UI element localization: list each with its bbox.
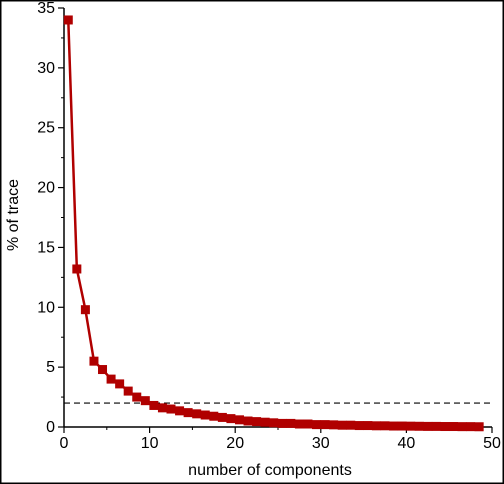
data-point-marker	[431, 421, 441, 431]
y-tick-label: 15	[37, 239, 55, 256]
y-tick-label: 30	[37, 60, 55, 77]
y-tick-label: 0	[46, 419, 55, 436]
data-point-marker	[397, 421, 407, 431]
data-point-marker	[226, 414, 236, 424]
data-point-marker	[286, 418, 296, 428]
data-point-marker	[337, 420, 347, 430]
data-point-marker	[234, 415, 244, 425]
data-point-marker	[200, 410, 210, 420]
data-point-marker	[243, 416, 253, 426]
data-point-marker	[260, 417, 270, 427]
data-point-marker	[294, 419, 304, 429]
data-point-marker	[192, 409, 202, 419]
data-point-marker	[166, 404, 176, 414]
data-point-marker	[312, 420, 322, 430]
data-point-marker	[115, 379, 125, 389]
data-point-marker	[414, 421, 424, 431]
y-tick-label: 20	[37, 180, 55, 197]
data-point-marker	[183, 408, 193, 418]
y-axis-label: % of trace	[5, 179, 22, 251]
x-tick-label: 0	[60, 435, 69, 452]
data-point-marker	[440, 422, 450, 432]
data-point-marker	[252, 417, 262, 427]
data-point-marker	[209, 411, 219, 421]
data-point-marker	[303, 419, 313, 429]
data-point-marker	[277, 418, 287, 428]
data-point-marker	[132, 392, 142, 402]
data-point-marker	[269, 418, 279, 428]
data-point-marker	[346, 420, 356, 430]
data-point-marker	[466, 422, 476, 432]
x-tick-label: 10	[141, 435, 159, 452]
data-point-marker	[98, 365, 108, 375]
data-point-marker	[63, 15, 73, 25]
data-point-marker	[72, 264, 82, 274]
x-tick-label: 30	[312, 435, 330, 452]
data-point-marker	[80, 305, 90, 315]
data-point-marker	[389, 421, 399, 431]
data-point-marker	[329, 420, 339, 430]
x-tick-label: 20	[226, 435, 244, 452]
data-point-marker	[474, 422, 484, 432]
data-point-marker	[217, 412, 227, 422]
data-point-marker	[140, 396, 150, 406]
data-point-marker	[157, 403, 167, 413]
data-point-marker	[457, 422, 467, 432]
y-tick-label: 35	[37, 0, 55, 17]
data-point-marker	[106, 374, 116, 384]
data-point-marker	[89, 356, 99, 366]
data-point-marker	[423, 421, 433, 431]
y-tick-label: 25	[37, 120, 55, 137]
x-tick-label: 40	[398, 435, 416, 452]
data-point-marker	[175, 406, 185, 416]
x-tick-label: 50	[483, 435, 501, 452]
data-point-marker	[371, 421, 381, 431]
y-tick-label: 5	[46, 359, 55, 376]
data-point-marker	[406, 421, 416, 431]
data-point-marker	[448, 422, 458, 432]
data-point-marker	[320, 420, 330, 430]
data-point-marker	[363, 421, 373, 431]
y-tick-label: 10	[37, 299, 55, 316]
x-axis-label: number of components	[188, 462, 352, 479]
data-point-marker	[123, 386, 133, 396]
data-point-marker	[380, 421, 390, 431]
data-point-marker	[354, 421, 364, 431]
data-point-marker	[149, 400, 159, 410]
